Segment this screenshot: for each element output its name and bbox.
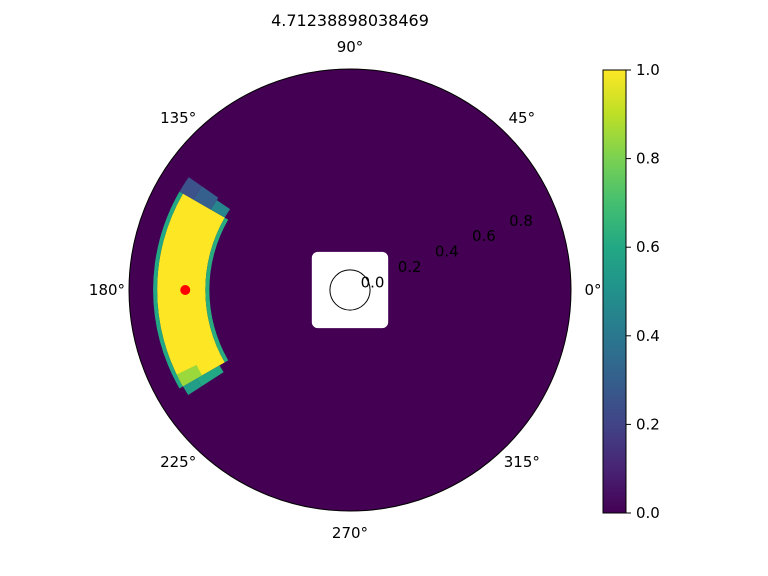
radial-tick-label: 0.4: [435, 243, 459, 261]
angular-tick-label: 225°: [160, 453, 196, 471]
heatmap-cell: [205, 217, 229, 363]
radial-tick-label: 0.8: [509, 212, 533, 230]
heatmap-cell: [193, 186, 219, 210]
colorbar-tick-label: 1.0: [636, 61, 660, 79]
polar-axes: 0° 45° 90° 135° 180° 225° 270° 315° 0.0 0.2 0.4 0.6…: [89, 38, 602, 542]
heatmap-cell: [153, 191, 183, 389]
polar-frame: [128, 68, 572, 512]
heatmap-cell: [157, 193, 225, 387]
heatmap-cell: [179, 177, 202, 200]
angular-tick-label: 135°: [160, 109, 196, 127]
radial-tick-label: 0.0: [361, 273, 385, 291]
radial-tick-label: 0.6: [472, 227, 496, 245]
heatmap-cell: [176, 364, 203, 387]
angular-tick-label: 180°: [89, 281, 125, 299]
heatmap-cell: [182, 378, 202, 396]
angular-tick-label: 315°: [504, 453, 540, 471]
inner-origin-circle: [329, 269, 371, 311]
colorbar: 0.0 0.2 0.4 0.6 0.8 1.0: [602, 61, 660, 522]
blank-center-region: [311, 251, 389, 329]
colorbar-tick-label: 0.6: [636, 238, 660, 256]
angular-tick-label: 0°: [584, 281, 601, 299]
heatmap-cell: [196, 365, 224, 387]
heatmap-cell: [210, 200, 231, 218]
colorbar-tick-label: 0.8: [636, 150, 660, 168]
angular-tick-label: 90°: [337, 38, 364, 56]
angular-tick-label: 270°: [332, 524, 368, 542]
data-point-marker: [180, 285, 191, 295]
chart-title: 4.71238898038469: [271, 11, 429, 30]
colorbar-tick-label: 0.4: [636, 327, 660, 345]
colorbar-tick-label: 0.0: [636, 504, 660, 522]
angular-tick-label: 45°: [509, 109, 536, 127]
colorbar-gradient: [602, 69, 627, 514]
radial-tick-label: 0.2: [398, 258, 422, 276]
colorbar-tick-label: 0.2: [636, 415, 660, 433]
